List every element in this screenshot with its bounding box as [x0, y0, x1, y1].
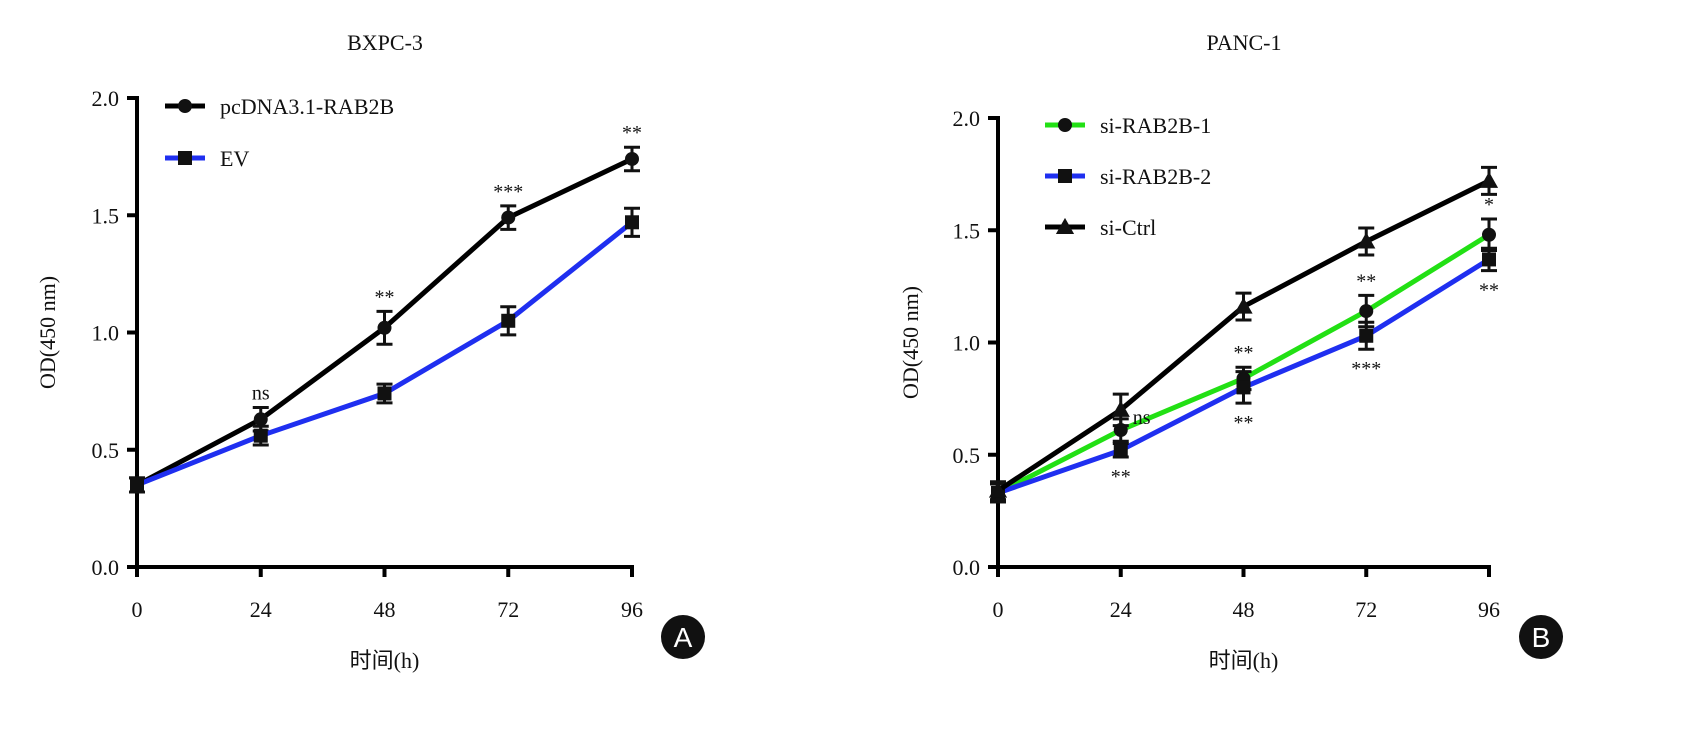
significance-label: ** — [1111, 466, 1131, 488]
data-point — [253, 428, 268, 443]
data-point — [1479, 171, 1499, 188]
y-tick-label: 1.0 — [92, 321, 120, 346]
legend-label: si-RAB2B-1 — [1100, 113, 1211, 138]
data-point — [1482, 227, 1496, 242]
chart-title: BXPC-3 — [347, 30, 423, 55]
x-tick-label: 0 — [993, 597, 1004, 622]
y-axis-label: OD(450 nm) — [35, 276, 60, 389]
data-point — [130, 477, 144, 492]
data-point — [501, 210, 516, 225]
x-tick-label: 24 — [250, 597, 272, 622]
data-point — [1111, 400, 1130, 417]
data-point — [1359, 328, 1374, 343]
x-tick-label: 96 — [621, 597, 643, 622]
chart-panc-1: PANC-1 0.0 0.5 1.0 1.5 2.0 0 24 48 72 96 时间(h) OD(45… — [898, 30, 1563, 673]
y-tick-label: 0.5 — [953, 443, 981, 468]
x-tick-label: 48 — [1233, 597, 1255, 622]
data-point — [253, 412, 268, 427]
legend-label: si-Ctrl — [1100, 215, 1156, 240]
y-tick-label: 0.5 — [92, 438, 120, 463]
x-tick-label: 72 — [497, 597, 519, 622]
data-point — [1113, 443, 1128, 458]
legend-marker — [178, 151, 192, 165]
y-tick-label: 0.0 — [92, 555, 120, 580]
legend-marker — [1058, 118, 1072, 132]
panel-badge — [661, 615, 705, 659]
legend-marker — [1058, 169, 1072, 183]
significance-label: *** — [493, 181, 523, 203]
data-point — [1482, 252, 1496, 267]
legend-label: pcDNA3.1-RAB2B — [220, 94, 394, 119]
significance-label: ** — [1234, 412, 1254, 434]
data-point — [377, 386, 392, 401]
panel-label: B — [1532, 622, 1551, 653]
series-si-rab2b-2 — [990, 246, 1497, 504]
legend-marker — [178, 99, 192, 113]
x-axis-label: 时间(h) — [350, 648, 420, 673]
legend-label: EV — [220, 146, 249, 171]
significance-label: ** — [375, 286, 395, 308]
panel-label: A — [674, 622, 693, 653]
series-pcdna3.1-rab2b — [129, 145, 640, 494]
series-si-ctrl — [988, 165, 1499, 502]
data-point — [1234, 297, 1253, 314]
significance-label: * — [1484, 194, 1494, 216]
chart-bxpc-3: BXPC-3 0.0 0.5 1.0 1.5 2.0 0 24 48 72 96 时间(h) OD(45… — [35, 30, 705, 673]
y-tick-label: 2.0 — [953, 106, 981, 131]
data-point — [1357, 232, 1376, 249]
panel-badge — [1519, 615, 1563, 659]
significance-label: ** — [1479, 280, 1499, 302]
x-axis-label: 时间(h) — [1209, 648, 1279, 673]
data-point — [1236, 380, 1251, 395]
x-tick-label: 72 — [1355, 597, 1377, 622]
y-tick-label: 1.0 — [953, 331, 981, 356]
x-tick-label: 48 — [374, 597, 396, 622]
x-tick-label: 24 — [1110, 597, 1132, 622]
chart-title: PANC-1 — [1207, 30, 1282, 55]
significance-label: ns — [1133, 407, 1151, 429]
legend-marker — [1055, 217, 1075, 234]
significance-label: ** — [1356, 270, 1376, 292]
significance-label: ns — [252, 383, 270, 405]
y-tick-label: 0.0 — [953, 555, 981, 580]
series-ev — [129, 206, 640, 494]
y-tick-label: 2.0 — [92, 86, 120, 111]
data-point — [988, 481, 1008, 498]
significance-label: ** — [622, 122, 642, 144]
data-point — [1359, 304, 1374, 319]
y-tick-label: 1.5 — [953, 218, 981, 243]
x-tick-label: 0 — [132, 597, 143, 622]
x-tick-label: 96 — [1478, 597, 1500, 622]
legend-label: si-RAB2B-2 — [1100, 164, 1211, 189]
data-point — [377, 320, 392, 335]
y-tick-label: 1.5 — [92, 203, 120, 228]
data-point — [625, 151, 639, 166]
data-point — [501, 313, 516, 328]
data-point — [625, 215, 639, 230]
y-axis-label: OD(450 nm) — [898, 286, 923, 399]
significance-label: ** — [1234, 342, 1254, 364]
significance-label: *** — [1351, 358, 1381, 380]
